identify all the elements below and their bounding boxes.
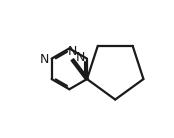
Text: N: N (76, 51, 85, 64)
Text: N: N (68, 45, 77, 58)
Text: N: N (40, 53, 50, 66)
